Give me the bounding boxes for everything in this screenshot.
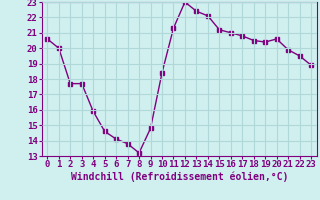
X-axis label: Windchill (Refroidissement éolien,°C): Windchill (Refroidissement éolien,°C) [70, 172, 288, 182]
